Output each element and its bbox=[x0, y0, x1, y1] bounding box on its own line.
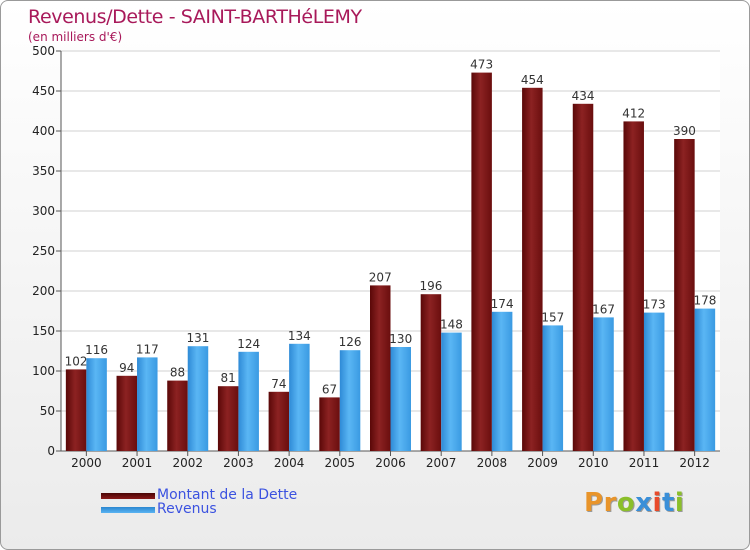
data-label-revenus-2006: 130 bbox=[389, 332, 412, 346]
bar-dette-2005 bbox=[319, 397, 340, 451]
logo-letter: r bbox=[603, 488, 617, 518]
x-tick-label-2010: 2010 bbox=[578, 456, 609, 470]
logo-letter: P bbox=[584, 488, 604, 518]
x-tick-label-2012: 2012 bbox=[679, 456, 710, 470]
bar-dette-2002 bbox=[167, 380, 188, 451]
logo-letter: i bbox=[674, 488, 685, 518]
y-tick-label: 500 bbox=[32, 44, 55, 58]
data-label-revenus-2010: 167 bbox=[592, 302, 615, 316]
bar-revenus-2006 bbox=[390, 347, 411, 451]
y-tick-label: 150 bbox=[32, 324, 55, 338]
bar-revenus-2008 bbox=[491, 311, 513, 451]
bar-revenus-2003 bbox=[238, 351, 259, 451]
data-label-revenus-2002: 131 bbox=[187, 331, 210, 345]
bar-dette-2007 bbox=[420, 294, 442, 451]
x-tick-label-2005: 2005 bbox=[325, 456, 356, 470]
x-tick-label-2001: 2001 bbox=[122, 456, 153, 470]
data-label-dette-2011: 412 bbox=[622, 106, 645, 120]
x-tick-label-2003: 2003 bbox=[223, 456, 254, 470]
data-label-dette-2007: 196 bbox=[419, 279, 442, 293]
y-tick-label: 350 bbox=[32, 164, 55, 178]
y-tick-label: 0 bbox=[47, 444, 55, 458]
data-label-dette-2009: 454 bbox=[521, 73, 544, 87]
bar-revenus-2010 bbox=[593, 317, 614, 451]
legend-swatch-revenus bbox=[101, 507, 155, 513]
logo-letter: o bbox=[616, 488, 636, 518]
data-label-dette-2001: 94 bbox=[119, 361, 134, 375]
y-tick-label: 50 bbox=[40, 404, 55, 418]
bar-revenus-2004 bbox=[289, 343, 310, 451]
data-label-dette-2002: 88 bbox=[170, 366, 185, 380]
x-tick-label-2011: 2011 bbox=[629, 456, 660, 470]
bar-revenus-2009 bbox=[542, 325, 564, 451]
legend-swatch-dette bbox=[101, 493, 155, 499]
bar-revenus-2005 bbox=[339, 350, 361, 451]
bar-revenus-2000 bbox=[86, 358, 107, 451]
y-tick-label: 450 bbox=[32, 84, 55, 98]
data-label-dette-2005: 67 bbox=[322, 382, 337, 396]
data-label-revenus-2007: 148 bbox=[440, 318, 463, 332]
data-label-revenus-2008: 174 bbox=[491, 297, 514, 311]
data-label-dette-2008: 473 bbox=[470, 58, 493, 72]
bar-dette-2000 bbox=[65, 369, 87, 451]
data-label-revenus-2003: 124 bbox=[237, 337, 260, 351]
bar-revenus-2007 bbox=[441, 332, 462, 451]
data-label-dette-2010: 434 bbox=[572, 89, 595, 103]
x-tick-label-2008: 2008 bbox=[477, 456, 508, 470]
data-label-revenus-2012: 178 bbox=[693, 294, 716, 308]
logo-letter: i bbox=[652, 488, 662, 518]
x-tick-label-2004: 2004 bbox=[274, 456, 305, 470]
data-label-revenus-2011: 173 bbox=[643, 298, 666, 312]
data-label-revenus-2000: 116 bbox=[85, 343, 108, 357]
y-tick-label: 250 bbox=[32, 244, 55, 258]
data-label-dette-2000: 102 bbox=[65, 354, 88, 368]
data-label-dette-2006: 207 bbox=[369, 270, 392, 284]
bar-revenus-2012 bbox=[694, 308, 716, 451]
logo-letter: x bbox=[635, 488, 653, 518]
data-label-revenus-2009: 157 bbox=[541, 310, 564, 324]
data-label-revenus-2001: 117 bbox=[136, 342, 159, 356]
x-tick-label-2007: 2007 bbox=[426, 456, 457, 470]
y-tick-label: 400 bbox=[32, 124, 55, 138]
data-label-revenus-2005: 126 bbox=[339, 335, 362, 349]
bar-dette-2004 bbox=[268, 391, 290, 451]
bar-revenus-2011 bbox=[643, 312, 665, 451]
bar-dette-2012 bbox=[674, 139, 695, 451]
bar-dette-2011 bbox=[623, 121, 644, 452]
chart-title: Revenus/Dette - SAINT-BARTHéLEMY bbox=[28, 6, 362, 28]
x-tick-label-2009: 2009 bbox=[527, 456, 558, 470]
bar-dette-2006 bbox=[370, 285, 391, 451]
x-tick-label-2000: 2000 bbox=[71, 456, 102, 470]
y-tick-label: 200 bbox=[32, 284, 55, 298]
bar-dette-2009 bbox=[522, 87, 543, 452]
data-label-dette-2004: 74 bbox=[271, 377, 286, 391]
legend-label-revenus: Revenus bbox=[157, 501, 217, 517]
bar-dette-2003 bbox=[217, 386, 239, 451]
legend-label-dette: Montant de la Dette bbox=[157, 487, 298, 503]
logo-letter: t bbox=[661, 488, 675, 518]
data-label-dette-2012: 390 bbox=[673, 124, 696, 138]
bar-dette-2008 bbox=[471, 72, 492, 451]
data-label-dette-2003: 81 bbox=[221, 371, 236, 385]
bar-revenus-2002 bbox=[187, 346, 209, 451]
x-tick-label-2002: 2002 bbox=[172, 456, 203, 470]
bar-dette-2010 bbox=[572, 103, 594, 452]
proxiti-logo: Proxiti bbox=[584, 488, 684, 518]
x-tick-label-2006: 2006 bbox=[375, 456, 406, 470]
data-label-revenus-2004: 134 bbox=[288, 329, 311, 343]
bar-revenus-2001 bbox=[137, 357, 158, 451]
bar-dette-2001 bbox=[116, 375, 138, 451]
y-tick-label: 300 bbox=[32, 204, 55, 218]
y-tick-label: 100 bbox=[32, 364, 55, 378]
chart-subtitle: (en milliers d'€) bbox=[28, 30, 123, 44]
